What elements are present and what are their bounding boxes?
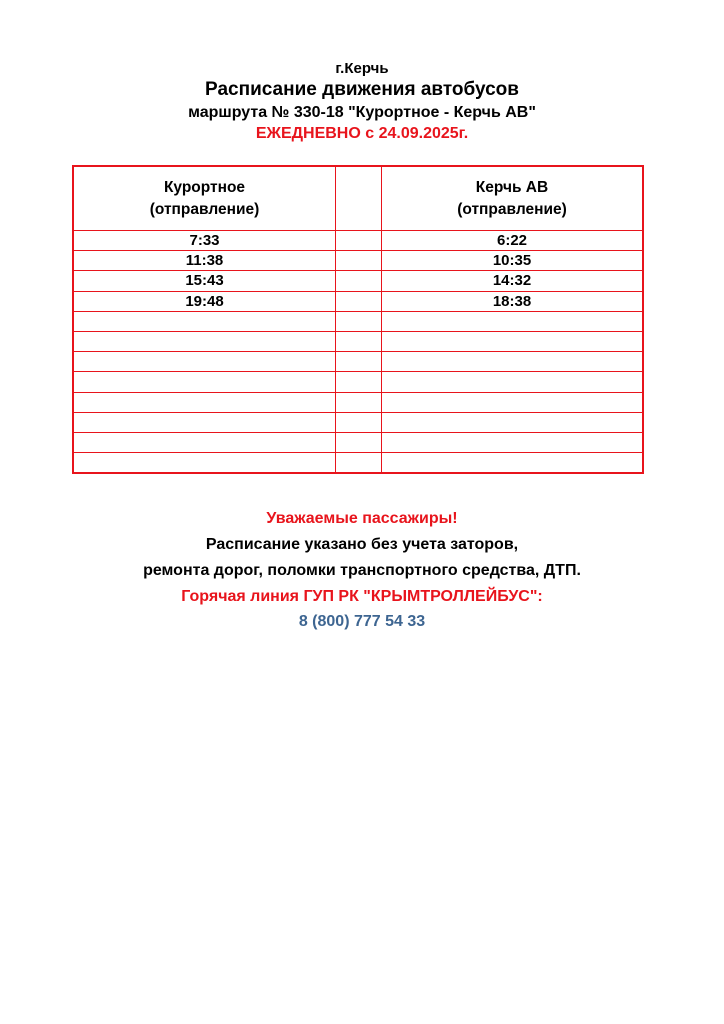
table-row	[72, 411, 644, 433]
kurortnoe-time	[72, 391, 336, 413]
route-subtitle: маршрута № 330-18 "Курортное - Керчь АВ"	[188, 104, 536, 121]
table-row	[72, 452, 644, 474]
kerch-av-time	[381, 431, 644, 454]
table-row: 7:33 6:22	[72, 229, 644, 252]
table-row: 15:43 14:32	[72, 270, 644, 292]
blank-cell	[335, 330, 382, 353]
city-name: г.Керчь	[335, 60, 389, 77]
column-header-blank	[335, 165, 382, 231]
page-title: Расписание движения автобусов	[205, 79, 519, 100]
blank-cell	[335, 431, 382, 454]
kurortnoe-time	[72, 371, 336, 393]
column-header-kurortnoe: Курортное (отправление)	[72, 165, 336, 231]
hotline-label: Горячая линия ГУП РК "КРЫМТРОЛЛЕЙБУС":	[181, 588, 543, 605]
column-subtitle: (отправление)	[149, 200, 260, 218]
blank-cell	[335, 250, 382, 272]
kerch-av-time: 6:22	[381, 229, 644, 252]
kurortnoe-time: 7:33	[72, 229, 336, 252]
column-subtitle: (отправление)	[457, 200, 567, 218]
kurortnoe-time	[72, 431, 336, 454]
notice-greeting: Уважаемые пассажиры!	[266, 510, 458, 527]
blank-cell	[335, 452, 382, 474]
notice-line-1: Расписание указано без учета заторов,	[205, 536, 519, 553]
validity-date: ЕЖЕДНЕВНО с 24.09.2025г.	[255, 125, 469, 142]
kurortnoe-time: 19:48	[72, 290, 336, 312]
schedule-table: Курортное (отправление) Керчь АВ (отправле…	[72, 165, 644, 475]
table-row: 11:38 10:35	[72, 250, 644, 272]
kerch-av-time	[381, 310, 644, 332]
table-header-row: Курортное (отправление) Керчь АВ (отправле…	[72, 165, 644, 231]
column-header-kerch-av: Керчь АВ (отправление)	[381, 165, 644, 231]
kurortnoe-time	[72, 351, 336, 373]
table-row: 19:48 18:38	[72, 290, 644, 312]
kurortnoe-time	[72, 310, 336, 332]
blank-cell	[335, 371, 382, 393]
blank-cell	[335, 411, 382, 433]
kerch-av-time	[381, 411, 644, 433]
blank-cell	[335, 229, 382, 252]
kurortnoe-time	[72, 330, 336, 353]
table-row	[72, 391, 644, 413]
kerch-av-time	[381, 371, 644, 393]
table-row	[72, 431, 644, 454]
notice-line-2: ремонта дорог, поломки транспортного сре…	[143, 562, 581, 579]
kurortnoe-time: 15:43	[72, 270, 336, 292]
blank-cell	[335, 351, 382, 373]
table-row	[72, 351, 644, 373]
blank-cell	[335, 391, 382, 413]
kerch-av-time	[381, 351, 644, 373]
table-row	[72, 330, 644, 353]
kurortnoe-time: 11:38	[72, 250, 336, 272]
blank-cell	[335, 270, 382, 292]
kerch-av-time: 18:38	[381, 290, 644, 312]
kerch-av-time	[381, 391, 644, 413]
kurortnoe-time	[72, 411, 336, 433]
kerch-av-time	[381, 330, 644, 353]
table-row	[72, 371, 644, 393]
kerch-av-time	[381, 452, 644, 474]
blank-cell	[335, 310, 382, 332]
kurortnoe-time	[72, 452, 336, 474]
column-name: Курортное	[163, 178, 246, 196]
table-row	[72, 310, 644, 332]
column-name: Керчь АВ	[475, 178, 549, 196]
kerch-av-time: 10:35	[381, 250, 644, 272]
blank-cell	[335, 290, 382, 312]
hotline-phone: 8 (800) 777 54 33	[298, 613, 426, 630]
kerch-av-time: 14:32	[381, 270, 644, 292]
